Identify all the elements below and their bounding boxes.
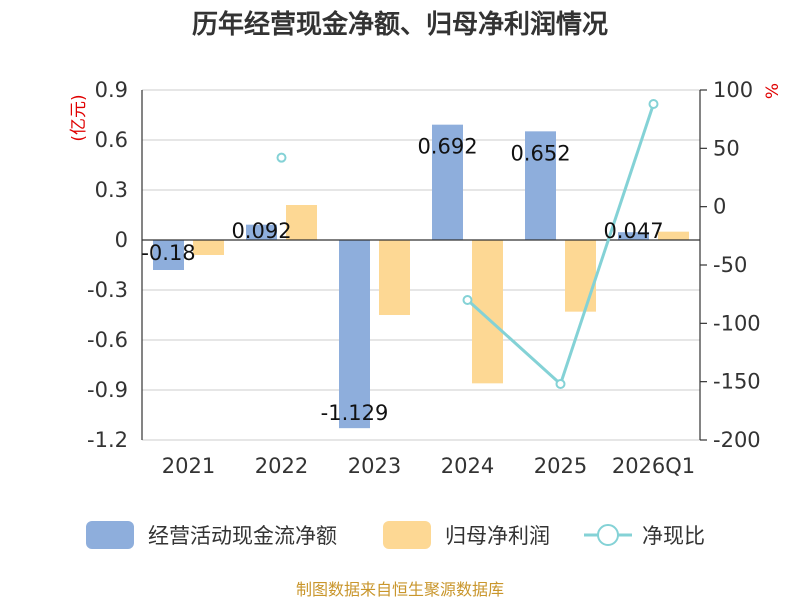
ratio-point: [648, 99, 659, 109]
axes: 0.9 0.6 0.3 0 -0.3 -0.6 -0.9 -1.2 100 50 0 -50 -100 -…: [87, 78, 761, 478]
cashflow-data-label: -1.129: [321, 401, 389, 425]
legend-swatch: [383, 521, 431, 549]
legend-swatch: [86, 521, 134, 549]
left-axis-unit: (亿元): [69, 94, 89, 141]
right-tick-label: 0: [713, 195, 726, 219]
left-tick-label: 0: [115, 228, 128, 252]
net-profit-bar: [658, 231, 689, 240]
chart-title: 历年经营现金净额、归母净利润情况: [192, 9, 608, 40]
legend-net-profit: 归母净利润: [383, 521, 550, 549]
cashflow-bar: [153, 240, 184, 270]
grid-lines: [142, 89, 700, 441]
cashflow-data-label: -0.18: [141, 241, 195, 265]
left-tick-label: 0.3: [95, 178, 128, 202]
category-label: 2025: [534, 454, 587, 478]
net-profit-bar: [565, 240, 596, 312]
left-tick-label: -1.2: [87, 428, 128, 452]
data-label-layer: -0.18 0.092 -1.129 0.692 0.652 0.047: [141, 135, 663, 425]
cashflow-data-label: 0.692: [417, 135, 477, 159]
legend-ratio: 净现比: [584, 524, 705, 548]
left-tick-label: -0.9: [87, 378, 128, 402]
cashflow-bar: [525, 131, 556, 240]
category-label: 2021: [162, 454, 215, 478]
category-label: 2022: [255, 454, 308, 478]
source-note: 制图数据来自恒生聚源数据库: [296, 580, 504, 599]
cashflow-data-label: 0.652: [510, 141, 570, 165]
legend: 经营活动现金流净额 归母净利润 净现比: [86, 521, 705, 549]
left-tick-label: 0.9: [95, 78, 128, 102]
left-tick-label: 0.6: [95, 128, 128, 152]
right-tick-label: -50: [713, 253, 747, 277]
ratio-point: [276, 152, 287, 163]
net-profit-bar: [379, 240, 410, 315]
cashflow-data-label: 0.092: [231, 219, 291, 243]
category-label: 2023: [348, 454, 401, 478]
category-label: 2024: [441, 454, 494, 478]
net-profit-bar: [193, 240, 224, 255]
cashflow-bar: [339, 240, 370, 429]
bar-layer: [153, 124, 689, 429]
legend-label: 净现比: [642, 524, 705, 548]
ratio-point: [555, 379, 566, 389]
cashflow-bar: [618, 232, 649, 240]
left-tick-label: -0.6: [87, 328, 128, 352]
right-axis-unit: %: [763, 83, 783, 99]
legend-label: 归母净利润: [445, 524, 550, 548]
net-profit-bar: [472, 240, 503, 384]
legend-marker: [597, 524, 619, 546]
right-tick-label: 50: [713, 136, 740, 160]
right-tick-label: -150: [713, 370, 761, 394]
right-tick-label: 100: [713, 78, 753, 102]
legend-label: 经营活动现金流净额: [148, 524, 337, 548]
ratio-point: [462, 295, 473, 305]
cashflow-bar: [246, 224, 277, 240]
right-tick-label: -200: [713, 428, 761, 452]
category-label: 2026Q1: [612, 454, 695, 478]
ratio-line-layer: [276, 99, 659, 389]
right-tick-label: -100: [713, 311, 761, 335]
cashflow-data-label: 0.047: [603, 219, 663, 243]
net-profit-bar: [286, 205, 317, 240]
cashflow-bar: [432, 124, 463, 240]
left-tick-label: -0.3: [87, 278, 128, 302]
legend-cashflow: 经营活动现金流净额: [86, 521, 337, 549]
